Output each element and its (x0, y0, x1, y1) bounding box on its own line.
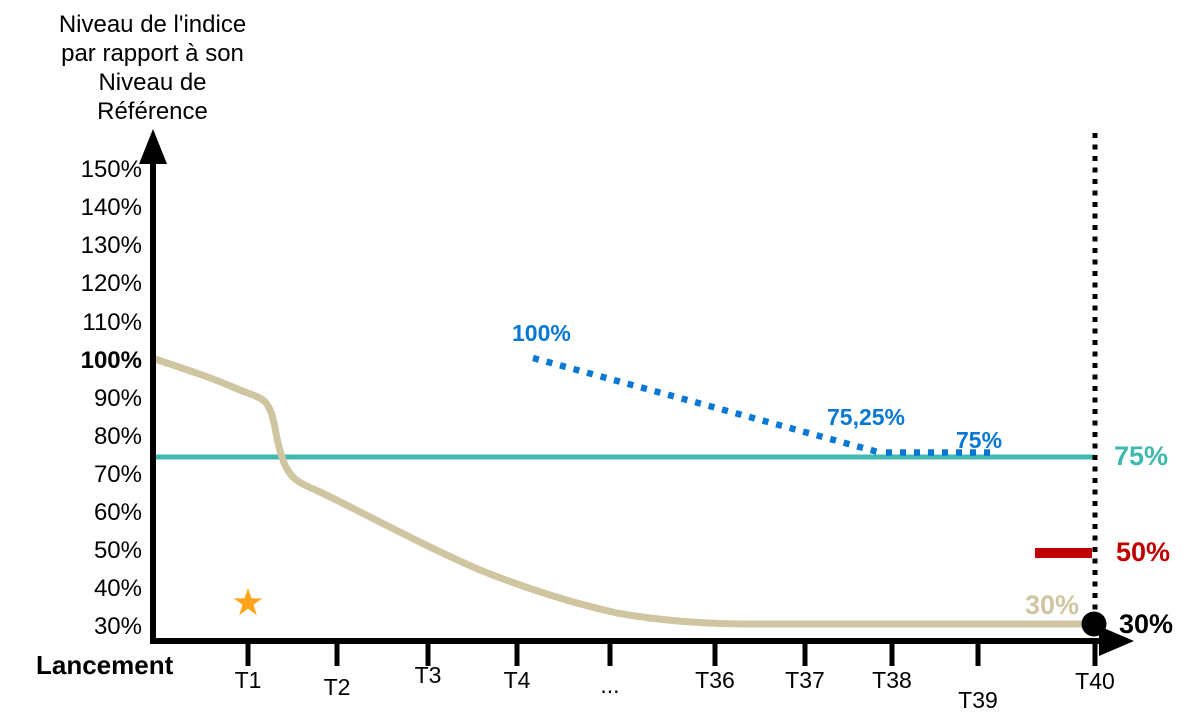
annotation-curve-30: 30% (1025, 590, 1080, 620)
y-tick-90: 90% (93, 385, 142, 412)
x-tick-T2: T2 (323, 674, 351, 700)
x-tick-T39: T39 (958, 687, 998, 713)
y-tick-40: 40% (93, 575, 142, 602)
y-tick-110: 110% (82, 309, 142, 336)
x-axis-ticks (245, 641, 1098, 666)
y-axis-arrow-icon (139, 129, 167, 164)
y-tick-140: 140% (80, 194, 142, 221)
x-tick-T4: T4 (503, 667, 531, 693)
x-tick-T36: T36 (695, 667, 735, 693)
y-axis-title-line: par rapport à son (61, 40, 244, 67)
annotation-barrier-50: 50% (1116, 537, 1171, 567)
y-axis-title-line: Niveau de l'indice (58, 11, 247, 38)
final-point-dot (1081, 611, 1107, 637)
underlying-index-curve (151, 355, 1090, 628)
y-tick-100: 100% (80, 347, 142, 374)
x-tick-ellipsis: ... (600, 672, 620, 698)
y-tick-30: 30% (93, 613, 142, 640)
annotation-degressive-75: 75% (956, 427, 1003, 453)
x-tick-T1: T1 (234, 667, 262, 693)
y-axis-title-line: Niveau de (98, 69, 207, 96)
y-tick-80: 80% (93, 423, 142, 450)
x-tick-T37: T37 (785, 667, 825, 693)
x-tick-T38: T38 (872, 667, 912, 693)
x-tick-T3: T3 (414, 662, 442, 688)
y-axis-labels: 150% 140% 130% 120% 110% 100% 90% 80% 70… (30, 0, 142, 727)
annotation-barrier-75: 75% (1114, 441, 1169, 471)
y-tick-120: 120% (80, 270, 142, 297)
y-tick-50: 50% (93, 537, 142, 564)
y-tick-150: 150% (80, 156, 142, 183)
y-tick-70: 70% (93, 461, 142, 488)
y-tick-130: 130% (80, 232, 142, 259)
annotation-final-30: 30% (1119, 609, 1174, 639)
y-tick-60: 60% (93, 499, 142, 526)
y-axis-title: Niveau de l'indice par rapport à son Niv… (40, 10, 265, 126)
annotation-degressive-75-25: 75,25% (827, 404, 906, 430)
x-tick-T40: T40 (1075, 668, 1115, 694)
x-tick-lancement: Lancement (36, 650, 174, 680)
y-axis-title-line: Référence (97, 98, 208, 125)
star-icon (233, 588, 263, 616)
annotation-degressive-100: 100% (512, 320, 571, 346)
degressive-autocall-dotted-line (532, 354, 879, 456)
x-axis-arrow-icon (1099, 626, 1134, 656)
